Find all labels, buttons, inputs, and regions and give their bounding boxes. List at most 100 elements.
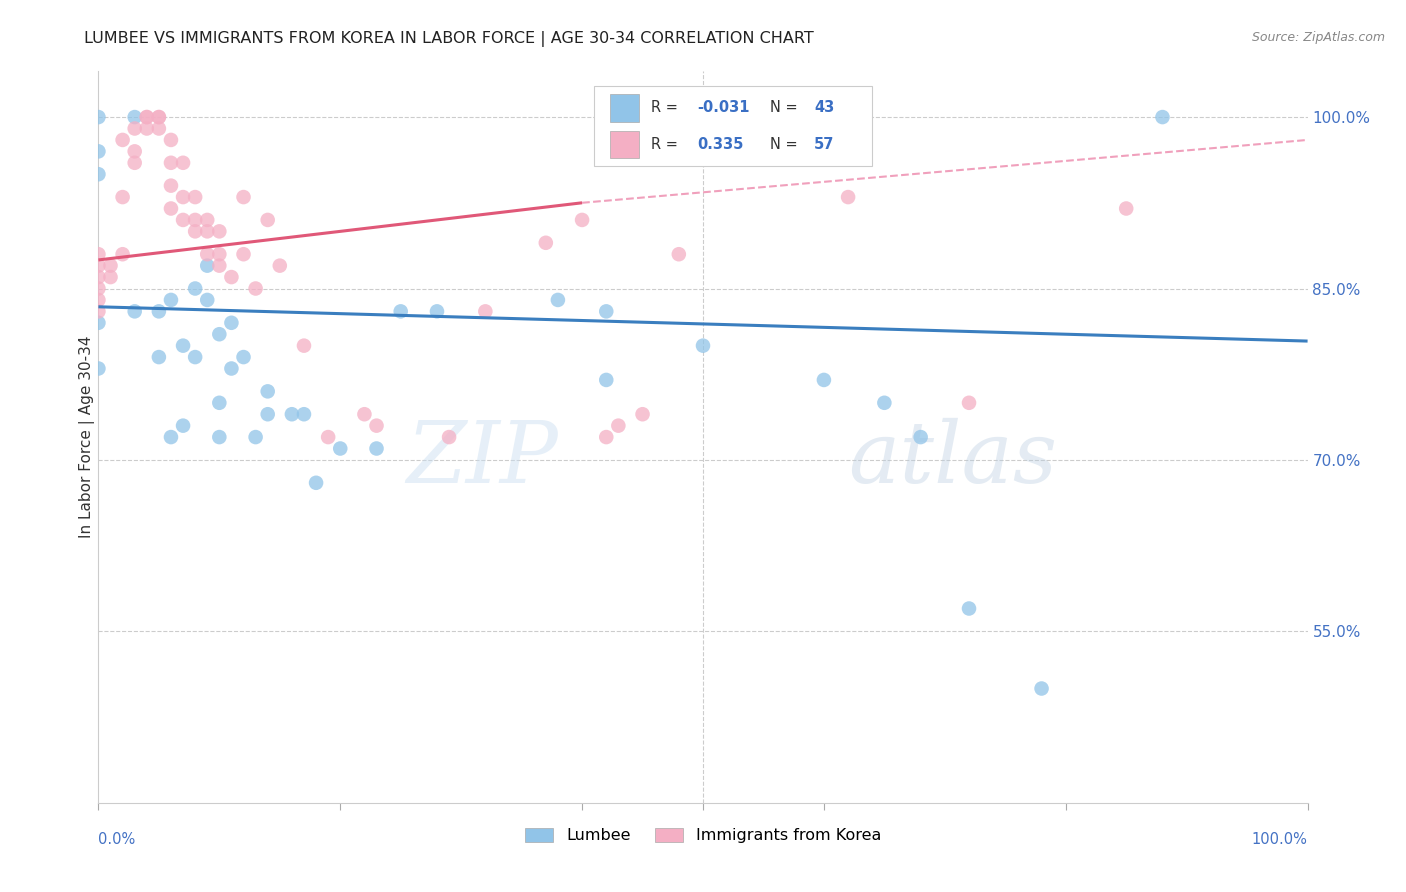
Point: [221, 316, 243, 330]
Text: 100.0%: 100.0%: [1251, 832, 1308, 847]
Point: [474, 304, 496, 318]
Text: N =: N =: [769, 101, 801, 115]
Point: [437, 430, 460, 444]
Point: [329, 442, 352, 456]
FancyBboxPatch shape: [610, 130, 638, 159]
Point: [366, 442, 388, 456]
Point: [87, 270, 110, 285]
Point: [160, 156, 183, 170]
Point: [184, 350, 207, 364]
Point: [208, 396, 231, 410]
Point: [172, 338, 194, 352]
Point: [595, 373, 617, 387]
Text: 57: 57: [814, 137, 835, 152]
Point: [208, 327, 231, 342]
Point: [111, 247, 134, 261]
Point: [135, 110, 157, 124]
Point: [195, 224, 218, 238]
Point: [534, 235, 557, 250]
Point: [87, 167, 110, 181]
Point: [245, 281, 267, 295]
Point: [245, 430, 267, 444]
Point: [100, 270, 122, 285]
Point: [668, 247, 690, 261]
Point: [910, 430, 932, 444]
Point: [305, 475, 328, 490]
FancyBboxPatch shape: [595, 86, 872, 167]
Point: [111, 190, 134, 204]
Point: [100, 259, 122, 273]
Point: [87, 259, 110, 273]
Point: [221, 270, 243, 285]
Point: [111, 133, 134, 147]
Point: [208, 259, 231, 273]
Text: LUMBEE VS IMMIGRANTS FROM KOREA IN LABOR FORCE | AGE 30-34 CORRELATION CHART: LUMBEE VS IMMIGRANTS FROM KOREA IN LABOR…: [84, 31, 814, 47]
Point: [1152, 110, 1174, 124]
Point: [208, 247, 231, 261]
Point: [87, 247, 110, 261]
Point: [87, 145, 110, 159]
Point: [184, 281, 207, 295]
Point: [195, 293, 218, 307]
Point: [692, 338, 714, 352]
Point: [292, 338, 315, 352]
Point: [87, 316, 110, 330]
Point: [124, 304, 146, 318]
Y-axis label: In Labor Force | Age 30-34: In Labor Force | Age 30-34: [79, 335, 96, 539]
Point: [148, 110, 170, 124]
Point: [148, 110, 170, 124]
Text: 43: 43: [814, 101, 835, 115]
Point: [426, 304, 449, 318]
Point: [595, 430, 617, 444]
Point: [87, 304, 110, 318]
Point: [232, 350, 254, 364]
Point: [148, 350, 170, 364]
Point: [1115, 202, 1137, 216]
Point: [1031, 681, 1053, 696]
Point: [124, 145, 146, 159]
Point: [148, 121, 170, 136]
Point: [87, 293, 110, 307]
Point: [195, 247, 218, 261]
Point: [87, 361, 110, 376]
Point: [631, 407, 654, 421]
Point: [124, 121, 146, 136]
Point: [316, 430, 339, 444]
Point: [208, 224, 231, 238]
Point: [571, 213, 593, 227]
Text: -0.031: -0.031: [697, 101, 749, 115]
Point: [957, 396, 980, 410]
Point: [256, 213, 278, 227]
Point: [269, 259, 291, 273]
Point: [208, 430, 231, 444]
Text: atlas: atlas: [848, 417, 1057, 500]
Text: ZIP: ZIP: [406, 417, 558, 500]
Point: [292, 407, 315, 421]
Point: [184, 224, 207, 238]
Point: [547, 293, 569, 307]
Point: [232, 190, 254, 204]
Point: [256, 384, 278, 399]
Point: [135, 110, 157, 124]
Point: [135, 121, 157, 136]
Text: R =: R =: [651, 137, 682, 152]
Point: [873, 396, 896, 410]
Point: [160, 293, 183, 307]
Point: [957, 601, 980, 615]
Point: [160, 178, 183, 193]
Point: [124, 110, 146, 124]
Point: [160, 133, 183, 147]
Text: 0.0%: 0.0%: [98, 832, 135, 847]
Point: [221, 361, 243, 376]
Point: [813, 373, 835, 387]
Point: [607, 418, 630, 433]
Point: [184, 213, 207, 227]
Point: [87, 110, 110, 124]
Point: [195, 259, 218, 273]
Point: [172, 213, 194, 227]
Text: R =: R =: [651, 101, 682, 115]
Point: [160, 202, 183, 216]
Point: [353, 407, 375, 421]
Text: N =: N =: [769, 137, 801, 152]
Point: [172, 418, 194, 433]
